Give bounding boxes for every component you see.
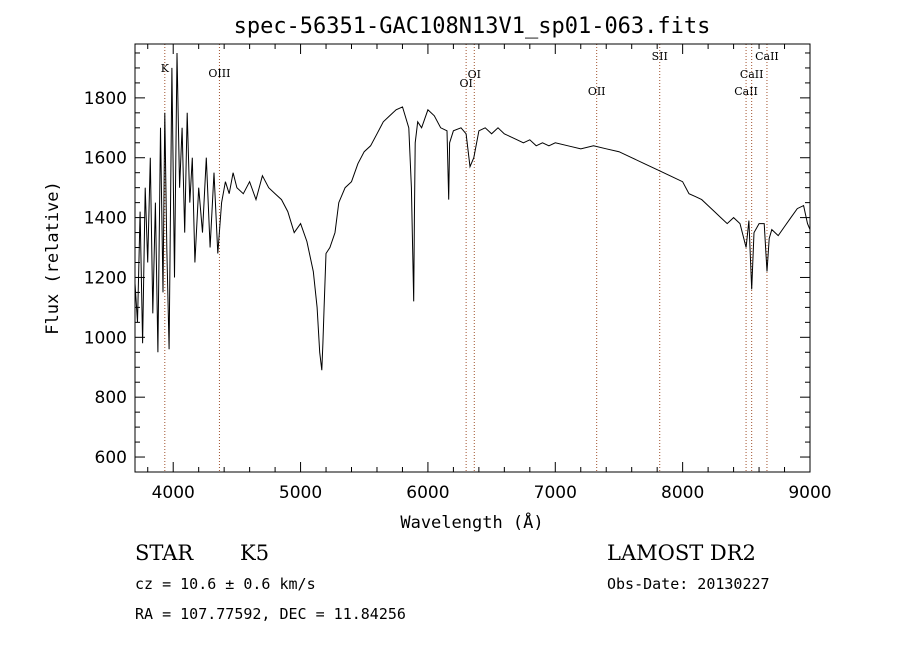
object-class: STAR	[135, 541, 194, 565]
x-tick-label: 9000	[788, 483, 831, 503]
y-tick-label: 1600	[84, 149, 127, 169]
y-tick-label: 1000	[84, 328, 127, 348]
spectral-line-label: SII	[652, 50, 668, 63]
spectral-line-label: CaII	[734, 85, 758, 98]
spectral-line-label: OIII	[208, 67, 230, 80]
y-tick-label: 1400	[84, 209, 127, 229]
spectral-line-label: CaII	[740, 68, 764, 81]
x-tick-label: 7000	[534, 483, 577, 503]
y-tick-label: 1200	[84, 268, 127, 288]
x-axis-ticks: 4000 5000 6000 7000 8000 9000	[147, 44, 832, 503]
survey-name: LAMOST DR2	[607, 541, 756, 565]
spectral-line-label: OII	[588, 85, 606, 98]
y-tick-label: 1800	[84, 89, 127, 109]
y-tick-label: 600	[95, 448, 127, 468]
ra-dec-coordinates: RA = 107.77592, DEC = 11.84256	[135, 605, 406, 623]
spectrum-line	[134, 52, 811, 371]
y-tick-label: 800	[95, 388, 127, 408]
y-axis-label: Flux (relative)	[43, 181, 63, 335]
info-panel: STAR K5 LAMOST DR2 cz = 10.6 ± 0.6 km/s …	[135, 541, 770, 623]
plot-frame	[134, 43, 811, 473]
x-tick-label: 5000	[279, 483, 322, 503]
x-axis-label: Wavelength (Å)	[400, 511, 543, 533]
observation-date: Obs-Date: 20130227	[607, 575, 770, 593]
object-subclass: K5	[240, 541, 269, 565]
spectral-line-label: OI	[459, 77, 472, 90]
spectral-line-label: K	[161, 62, 170, 75]
spectrum-series	[134, 52, 811, 371]
x-tick-label: 4000	[152, 483, 195, 503]
redshift-cz: cz = 10.6 ± 0.6 km/s	[135, 575, 316, 593]
x-tick-label: 8000	[661, 483, 704, 503]
spectral-line-label: OI	[468, 68, 481, 81]
y-axis-ticks: 600 800 1000 1200 1400 1600 1800	[84, 52, 810, 468]
x-tick-label: 6000	[406, 483, 449, 503]
spectral-line-label: CaII	[755, 50, 779, 63]
chart-title: spec-56351-GAC108N13V1_sp01-063.fits	[234, 14, 711, 39]
